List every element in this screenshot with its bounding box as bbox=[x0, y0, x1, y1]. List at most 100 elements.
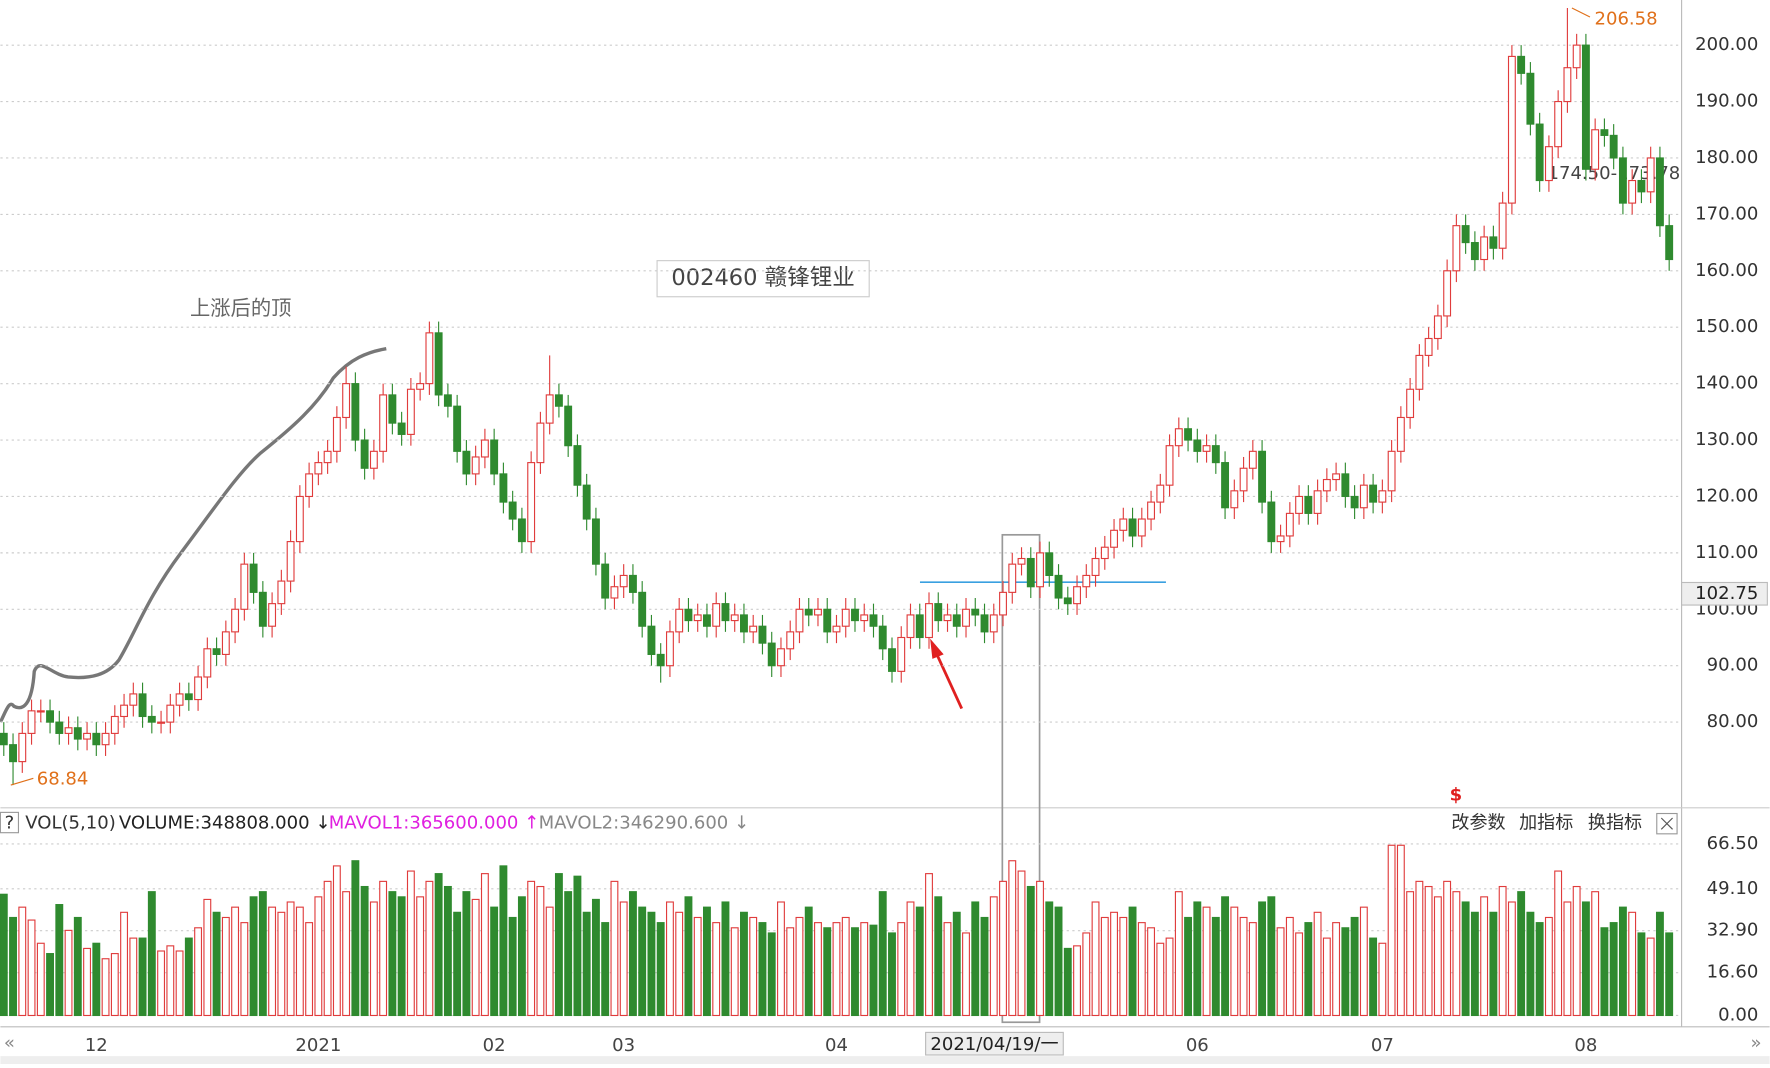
volume-bar bbox=[83, 947, 92, 1017]
volume-bar bbox=[804, 906, 813, 1017]
volume-bar bbox=[1322, 937, 1331, 1017]
annotation: 上涨后的顶 bbox=[190, 296, 291, 320]
candle-body bbox=[92, 732, 101, 746]
volume-bar bbox=[129, 937, 138, 1017]
candle-body bbox=[1406, 388, 1415, 419]
candle-body bbox=[379, 394, 388, 452]
candle-body bbox=[999, 591, 1007, 616]
candle-body bbox=[786, 631, 795, 650]
x-tick-label: 03 bbox=[612, 1035, 635, 1056]
candle-body bbox=[1332, 473, 1341, 481]
scroll-left[interactable]: « bbox=[4, 1033, 15, 1054]
volume-bar bbox=[1646, 937, 1655, 1017]
cursor-price: 102.75 bbox=[1695, 583, 1758, 604]
volume-bar bbox=[1091, 901, 1100, 1017]
candle-body bbox=[1600, 129, 1609, 136]
toolbar-button[interactable]: 改参数 bbox=[1451, 813, 1505, 834]
volume-bar bbox=[1396, 844, 1405, 1017]
volume-bar bbox=[1433, 896, 1442, 1017]
candle-body bbox=[665, 631, 674, 667]
candle-body bbox=[1424, 337, 1433, 356]
candle-body bbox=[915, 614, 924, 639]
candle-body bbox=[1544, 146, 1553, 182]
volume-bar bbox=[18, 906, 27, 1017]
volume-bar bbox=[277, 911, 286, 1017]
volume-bar bbox=[1017, 870, 1026, 1017]
y-tick-label: 120.00 bbox=[1695, 485, 1758, 506]
candle-body bbox=[573, 445, 582, 486]
volume-bar bbox=[480, 873, 489, 1017]
candle-body bbox=[906, 614, 915, 639]
y-tick-label: 32.90 bbox=[1707, 920, 1759, 941]
mavol2-label: MAVOL2:346290.600 ↓ bbox=[539, 813, 750, 834]
candle-body bbox=[804, 608, 813, 616]
candle-body bbox=[980, 614, 989, 633]
volume-bar bbox=[268, 906, 277, 1017]
candle-body bbox=[1119, 518, 1128, 531]
y-tick-label: 66.50 bbox=[1707, 833, 1759, 854]
volume-bar bbox=[0, 893, 8, 1017]
candle-body bbox=[675, 608, 684, 633]
volume-bar bbox=[305, 922, 314, 1017]
candle-body bbox=[166, 704, 175, 723]
volume-bar bbox=[1295, 932, 1304, 1017]
volume-bar bbox=[786, 927, 795, 1017]
candle-body bbox=[684, 608, 693, 622]
volume-bar bbox=[915, 906, 924, 1017]
candle-body bbox=[878, 625, 887, 650]
candle-body bbox=[749, 625, 758, 633]
candle-body bbox=[1174, 428, 1183, 447]
volume-bar bbox=[1137, 922, 1146, 1017]
candle-body bbox=[1267, 501, 1276, 543]
y-tick-label: 200.00 bbox=[1695, 34, 1758, 55]
volume-bar bbox=[906, 901, 915, 1017]
volume-bar bbox=[721, 901, 730, 1017]
candle-body bbox=[721, 603, 730, 622]
help-button[interactable] bbox=[0, 811, 20, 834]
volume-bar bbox=[314, 896, 323, 1017]
candle-body bbox=[64, 727, 73, 734]
volume-bar bbox=[693, 916, 702, 1017]
candle-body bbox=[1665, 225, 1674, 261]
candle-body bbox=[1655, 157, 1664, 227]
volume-bar bbox=[342, 891, 351, 1017]
volume-bar bbox=[1489, 911, 1498, 1017]
candle-body bbox=[1239, 467, 1248, 492]
toolbar-button[interactable]: 换指标 bbox=[1588, 813, 1642, 834]
volume-bar bbox=[1156, 942, 1165, 1017]
scroll-right[interactable]: » bbox=[1751, 1033, 1762, 1054]
candle-body bbox=[1091, 557, 1100, 577]
candle-body bbox=[814, 608, 822, 616]
volume-bar bbox=[1609, 922, 1618, 1017]
candle-body bbox=[175, 693, 184, 706]
volume-bar bbox=[536, 885, 545, 1017]
volume-bar bbox=[1443, 880, 1452, 1017]
volume-bar bbox=[897, 922, 906, 1017]
candle-body bbox=[1498, 202, 1507, 249]
y-tick-label: 150.00 bbox=[1695, 316, 1758, 337]
toolbar-button[interactable]: 加指标 bbox=[1519, 813, 1573, 834]
candle-body bbox=[1258, 450, 1267, 503]
candle-body bbox=[36, 710, 45, 713]
volume-bar bbox=[1618, 906, 1627, 1017]
candle-body bbox=[554, 394, 563, 407]
candle-body bbox=[601, 563, 610, 599]
candle-body bbox=[1637, 179, 1646, 193]
candle-body bbox=[305, 473, 314, 498]
candle-body bbox=[832, 625, 841, 633]
volume-bar bbox=[656, 922, 665, 1017]
candle-body bbox=[480, 439, 489, 458]
volume-bar bbox=[841, 916, 850, 1017]
candle-body bbox=[406, 388, 415, 435]
volume-bar bbox=[138, 937, 147, 1017]
volume-bar bbox=[1202, 906, 1211, 1017]
volume-bar bbox=[203, 898, 212, 1017]
volume-bar bbox=[647, 911, 656, 1017]
candle-body bbox=[1304, 495, 1313, 514]
volume-bar bbox=[443, 885, 452, 1017]
volume-bar bbox=[499, 865, 508, 1017]
volume-bar bbox=[749, 916, 758, 1017]
candle-body bbox=[841, 608, 850, 627]
candle-body bbox=[83, 732, 92, 740]
volume-bar bbox=[110, 953, 119, 1017]
